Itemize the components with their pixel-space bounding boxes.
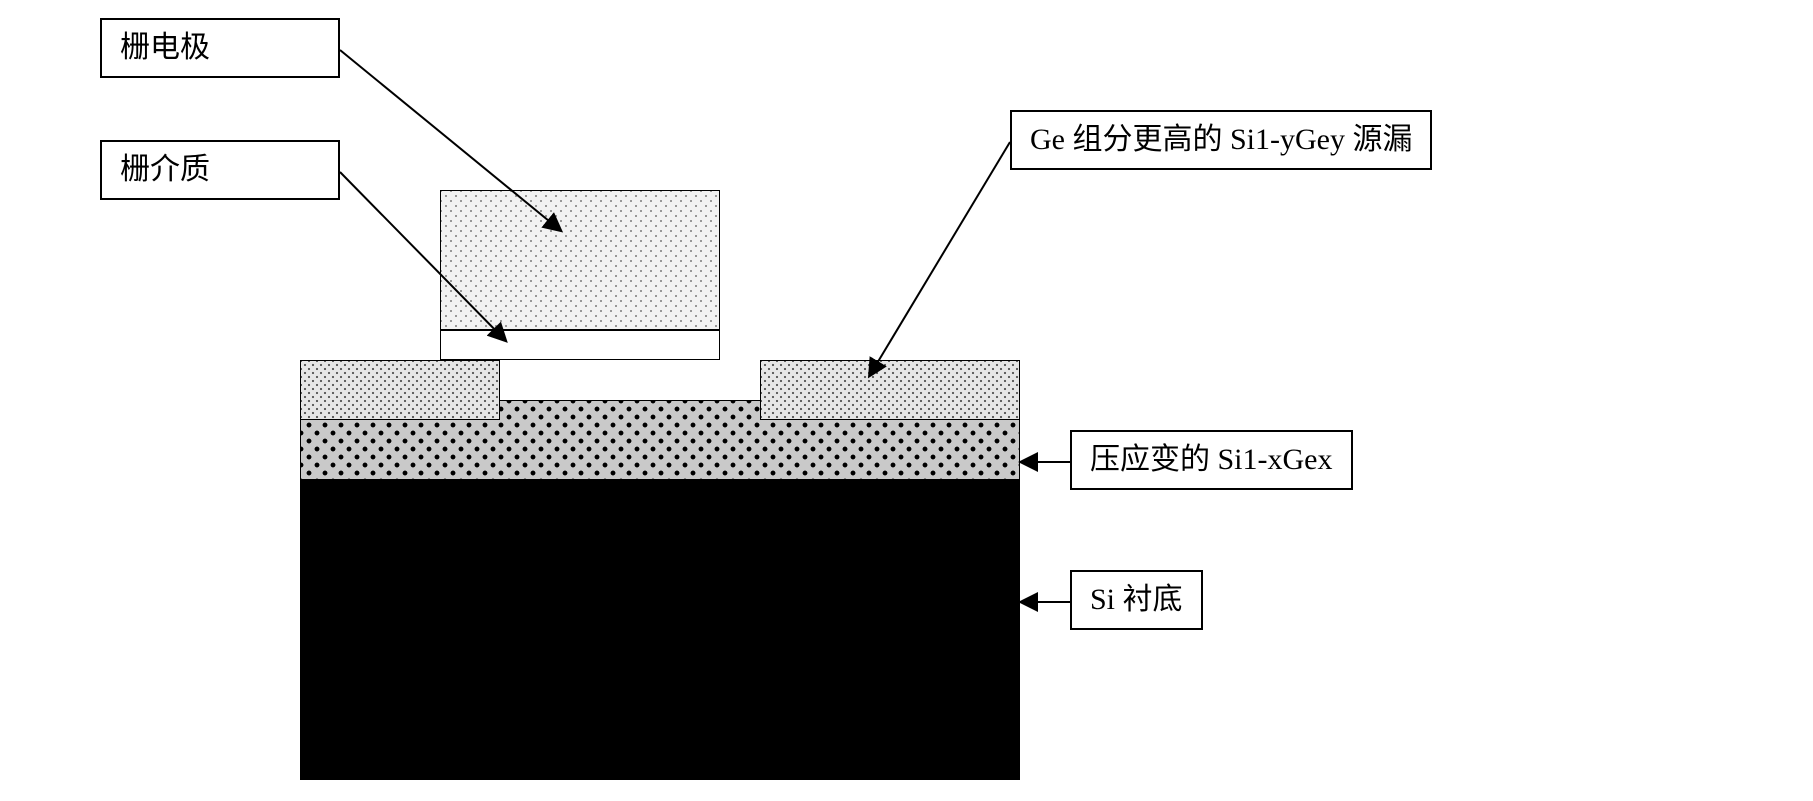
source-drain-left-layer: [300, 360, 500, 420]
arrow-source-drain: [870, 142, 1010, 375]
label-text: 栅电极: [120, 31, 210, 64]
label-gate-dielectric: 栅介质: [100, 140, 340, 200]
label-substrate: Si 衬底: [1070, 570, 1203, 630]
label-sige-strained: 压应变的 Si1-xGex: [1070, 430, 1353, 490]
label-text: 压应变的 Si1-xGex: [1090, 443, 1333, 476]
gate-dielectric-layer: [440, 330, 720, 360]
source-drain-right-layer: [760, 360, 1020, 420]
diagram-stage: 栅电极 栅介质 Ge 组分更高的 Si1-yGey 源漏 压应变的 Si1-xG…: [0, 0, 1813, 801]
label-text: 栅介质: [120, 153, 210, 186]
gate-electrode-layer: [440, 190, 720, 330]
label-source-drain: Ge 组分更高的 Si1-yGey 源漏: [1010, 110, 1432, 170]
label-gate-electrode: 栅电极: [100, 18, 340, 78]
si-substrate-layer: [300, 480, 1020, 780]
label-text: Ge 组分更高的 Si1-yGey 源漏: [1030, 123, 1412, 156]
label-text: Si 衬底: [1090, 583, 1183, 616]
